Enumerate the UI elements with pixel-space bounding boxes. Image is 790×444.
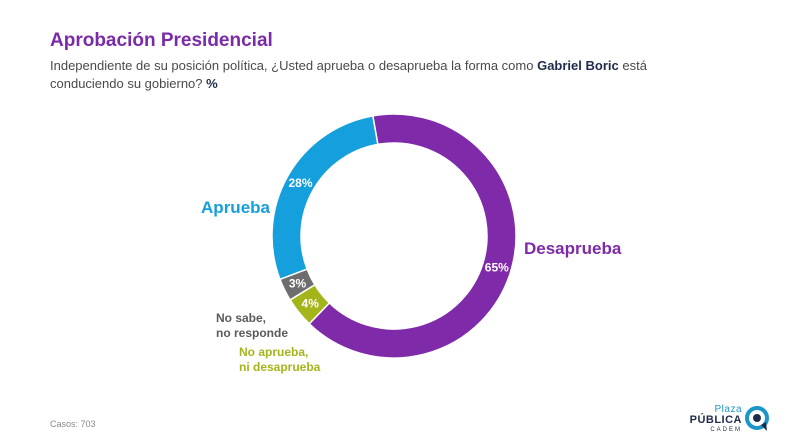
value-label-no-sabe-no-responde: 3% [289,276,307,290]
category-label-line: ni desaprueba [239,360,321,374]
value-label-desaprueba: 65% [485,260,509,274]
speech-bubble-icon [745,406,769,431]
logo-line-1: Plaza [714,404,742,415]
category-label-line: no responde [216,326,288,340]
page-title: Aprobación Presidencial [50,30,273,51]
question-text-start: Independiente de su posición política, ¿… [50,58,538,73]
logo-line-2: PÚBLICA [689,414,742,426]
sample-size-label: Casos: [50,419,79,429]
question-text-name: Gabriel Boric [537,58,619,73]
category-label-line: No aprueba, [239,345,308,359]
logo-line-3: CADEM [710,427,742,433]
value-label-no-aprueba-ni-desaprueba: 4% [302,296,320,310]
question-text-end: está conduciendo su gobierno? [50,58,647,91]
category-label-line: Desaprueba [524,239,622,258]
sample-size-value: 703 [80,419,96,429]
donut-slice-aprueba [271,114,379,281]
brand-logo: Plaza PÚBLICA CADEM [690,404,774,436]
question-text: Independiente de su posición política, ¿… [50,57,690,93]
donut-slice-desaprueba [308,113,517,359]
question-unit: % [206,76,218,91]
value-label-aprueba: 28% [289,176,313,190]
category-label-desaprueba: Desaprueba [524,239,622,258]
sample-size: Casos: 703 [50,419,96,429]
category-label-line: No sabe, [216,311,266,325]
category-label-line: Aprueba [201,198,271,217]
category-label-no-sabe-no-responde: No sabe, no responde [216,311,288,340]
category-label-aprueba: Aprueba [201,198,271,217]
category-label-no-aprueba-ni-desaprueba: No aprueba, ni desaprueba [239,345,321,374]
